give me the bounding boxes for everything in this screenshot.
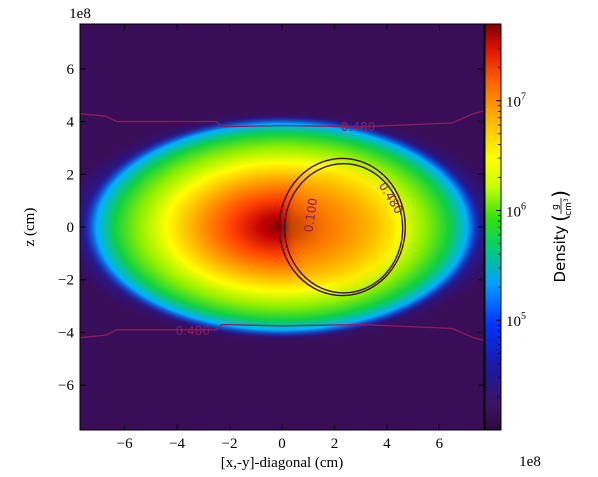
x-tick-label: −4: [169, 436, 185, 452]
x-tick-label: −2: [222, 436, 238, 452]
x-tick-label: 6: [436, 436, 444, 452]
colorbar-unit-exponent: 3: [563, 198, 570, 202]
colorbar-tick-label: 105: [506, 311, 526, 330]
x-tick-label: 4: [383, 436, 391, 452]
y-tick-label: −2: [58, 273, 74, 289]
contour-companion-outer: [278, 157, 406, 297]
colorbar-tick-label: 107: [506, 92, 526, 111]
y-tick-label: 4: [67, 115, 75, 131]
contour-companion-inner: [283, 163, 404, 294]
x-tick-label: −6: [117, 436, 133, 452]
contour-lower-band: [80, 323, 484, 342]
y-tick-label: −6: [58, 378, 74, 394]
colorbar-tick-label: 106: [506, 201, 526, 220]
svg-text:): ): [548, 190, 572, 198]
contour-label-upper: 0.480: [341, 120, 375, 134]
y-tick-label: 2: [67, 167, 75, 183]
y-axis-label: z (cm): [22, 208, 38, 247]
axes-layer: −6 −4 −2 0 2 4 6 −6 −4 −2 0 2 4 6: [58, 24, 484, 452]
colorbar: [484, 23, 502, 431]
colorbar-ticks: 105 106 107: [496, 23, 526, 398]
svg-text:(: (: [548, 214, 572, 222]
y-tick-label: 6: [67, 62, 75, 78]
colorbar-unit-numerator: g: [551, 204, 561, 210]
svg-text:Density: Density: [551, 225, 569, 282]
field-companion: [279, 158, 406, 296]
colorbar-label-main: Density: [551, 225, 569, 282]
contour-label-lower: 0.480: [176, 324, 210, 338]
y-tick-label: 0: [67, 220, 75, 236]
colorbar-unit-denominator: cm: [564, 202, 574, 216]
contour-label-companion-inner: 0.100: [302, 197, 321, 233]
x-tick-label: 0: [278, 436, 286, 452]
x-tick-label: 2: [331, 436, 339, 452]
contour-upper-band: [80, 110, 484, 128]
y-axis-multiplier: 1e8: [69, 6, 91, 22]
y-tick-label: −4: [58, 325, 74, 341]
colorbar-label: Density ( g cm3 ): [548, 190, 574, 282]
svg-text:cm3: cm3: [563, 198, 574, 216]
x-axis-multiplier: 1e8: [519, 454, 541, 470]
density-field: [80, 24, 484, 430]
x-axis-label: [x,-y]-diagonal (cm): [221, 455, 343, 471]
